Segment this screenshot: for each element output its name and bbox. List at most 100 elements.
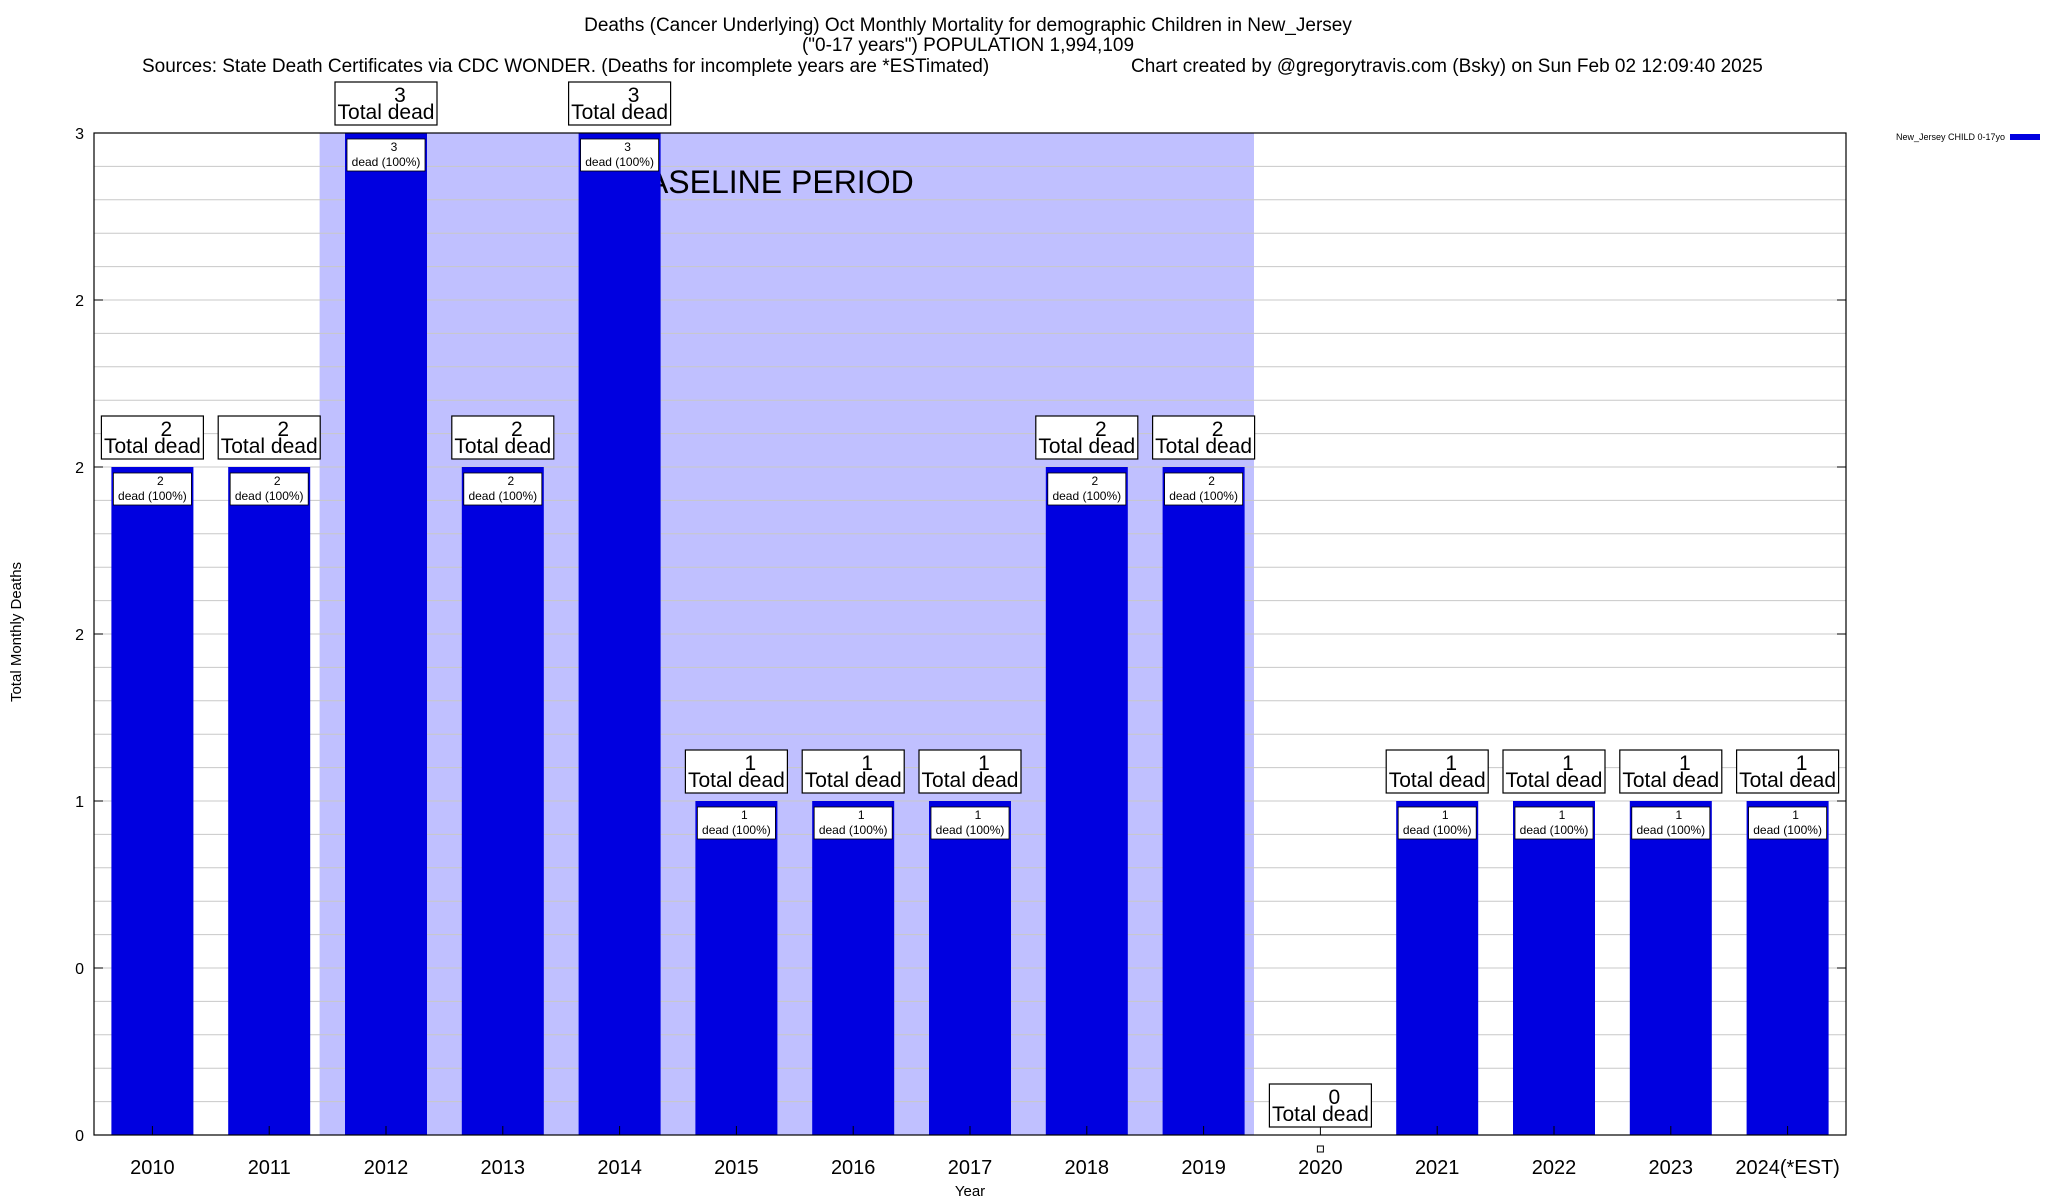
y-tick-label: 1 <box>75 794 84 811</box>
bar-label-count: 1 <box>1442 808 1449 822</box>
bar-label-box <box>697 806 776 840</box>
bar-label-text: dead (100%) <box>468 489 537 503</box>
zero-marker <box>1316 1145 1324 1153</box>
y-tick-label: 2 <box>75 460 84 477</box>
bar-label-text: dead (100%) <box>702 823 771 837</box>
x-tick-label: 2013 <box>481 1157 526 1179</box>
total-label-text: Total dead <box>1739 769 1836 792</box>
bar-label-box <box>1514 806 1594 840</box>
bars <box>111 133 1829 1135</box>
bar-label-box <box>1164 472 1243 506</box>
total-label-count: 0 <box>1329 1086 1341 1109</box>
total-label-count: 1 <box>1679 752 1691 775</box>
total-label-text: Total dead <box>1155 435 1252 458</box>
total-label-box <box>1151 415 1256 460</box>
total-label-text: Total dead <box>1622 769 1719 792</box>
total-label-box <box>100 415 205 460</box>
total-label-count: 1 <box>978 752 990 775</box>
bar <box>461 467 544 1135</box>
total-label-box <box>1268 1083 1373 1128</box>
x-tick-label: 2014 <box>597 1157 642 1179</box>
total-label-count: 3 <box>394 84 406 107</box>
bar-label-box <box>930 806 1010 840</box>
total-label-text: Total dead <box>338 101 435 124</box>
x-axis: 2010 2011 2012 2013 2014 2015 2016 2017 2018 2019… <box>130 1126 1840 1179</box>
total-label-box <box>1035 415 1139 460</box>
bar-label-count: 1 <box>741 808 748 822</box>
x-tick-label: 2024(*EST) <box>1735 1157 1840 1179</box>
x-tick-label: 2012 <box>364 1157 409 1179</box>
total-label-text: Total dead <box>688 769 785 792</box>
bar <box>695 801 778 1135</box>
bar-label-text: dead (100%) <box>235 489 304 503</box>
total-label-box <box>1385 749 1489 794</box>
bar-label-box <box>346 138 426 172</box>
bar-label-text: dead (100%) <box>1753 823 1822 837</box>
y-tick-label: 0 <box>75 961 84 978</box>
total-label-count: 2 <box>1212 418 1224 441</box>
total-label-text: Total dead <box>104 435 201 458</box>
bar <box>1162 467 1245 1135</box>
x-tick-label: 2019 <box>1181 1157 1226 1179</box>
bar-label-text: dead (100%) <box>1169 489 1238 503</box>
total-label-box <box>1735 749 1840 794</box>
bar-label-count: 2 <box>157 474 164 488</box>
bar-label-box <box>463 472 543 506</box>
x-tick-label: 2020 <box>1298 1157 1343 1179</box>
total-label-count: 2 <box>511 418 523 441</box>
total-label-text: Total dead <box>1506 769 1603 792</box>
total-label-text: Total dead <box>1389 769 1486 792</box>
total-label-text: Total dead <box>922 769 1019 792</box>
total-label-text: Total dead <box>571 101 668 124</box>
bar-label-box <box>813 806 893 840</box>
total-label-box <box>451 415 555 460</box>
bar-label-count: 2 <box>274 474 281 488</box>
bar-label-count: 1 <box>1792 808 1799 822</box>
bar <box>1045 467 1128 1135</box>
total-label-box <box>684 749 789 794</box>
bar-label-text: dead (100%) <box>1520 823 1589 837</box>
bar-label-text: dead (100%) <box>585 155 654 169</box>
bar-label-count: 2 <box>1091 474 1098 488</box>
total-label-text: Total dead <box>1272 1103 1369 1126</box>
bar <box>228 467 311 1135</box>
y-axis-label: Total Monthly Deaths <box>8 562 25 702</box>
bar <box>578 133 661 1135</box>
x-tick-label: 2011 <box>248 1157 291 1179</box>
legend-label: New_Jersey CHILD 0-17yo <box>1896 132 2005 142</box>
total-label-count: 2 <box>1095 418 1107 441</box>
chart-subtitle: ("0-17 years") POPULATION 1,994,109 <box>802 35 1134 56</box>
baseline-period-label: BASELINE PERIOD <box>626 164 914 200</box>
bar-label-count: 1 <box>858 808 865 822</box>
bar <box>1746 801 1829 1135</box>
total-label-text: Total dead <box>805 769 902 792</box>
total-label-count: 2 <box>277 418 289 441</box>
x-axis-label: Year <box>955 1183 985 1200</box>
x-tick-label: 2023 <box>1649 1157 1694 1179</box>
y-axis: 0 0 1 2 2 2 3 <box>75 126 1846 1145</box>
total-label-count: 2 <box>161 418 173 441</box>
legend-swatch <box>2010 134 2040 140</box>
chart-sources: Sources: State Death Certificates via CD… <box>142 56 989 77</box>
total-label-count: 3 <box>628 84 640 107</box>
bar-label-text: dead (100%) <box>819 823 888 837</box>
bar-label-box <box>1748 806 1827 840</box>
